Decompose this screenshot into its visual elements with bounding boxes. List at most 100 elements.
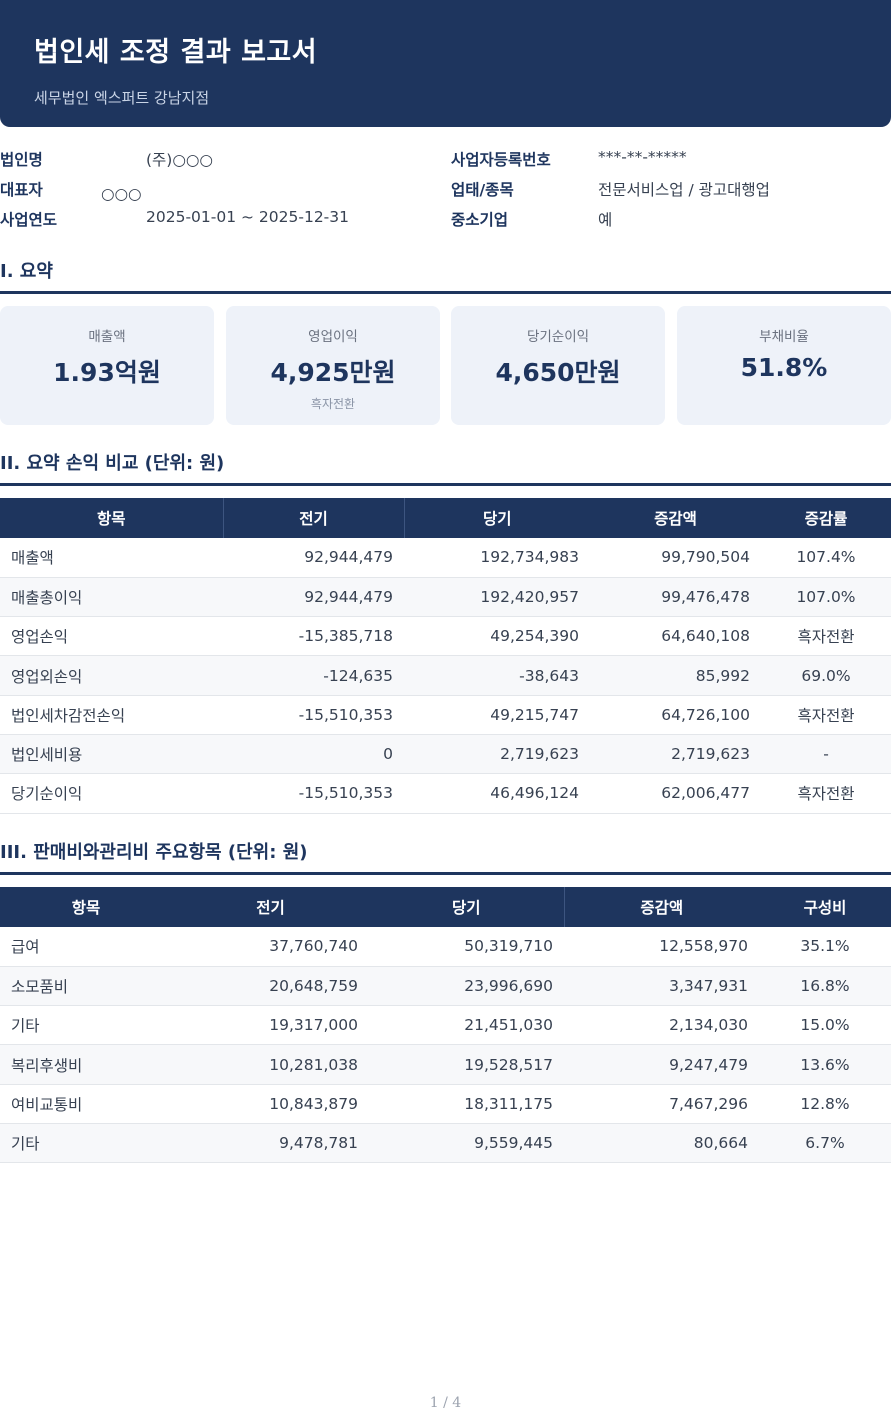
summary-card-net-income: 당기순이익 4,650만원 (451, 306, 665, 425)
table-row: 소모품비 20,648,759 23,996,690 3,347,931 16.… (0, 966, 891, 1007)
curr-value: 49,254,390 (404, 616, 590, 657)
curr-value: 46,496,124 (404, 773, 590, 814)
prev-value: 92,944,479 (223, 538, 404, 578)
report-header: 법인세 조정 결과 보고서 세무법인 엑스퍼트 강남지점 (0, 0, 891, 127)
card-value: 1.93억원 (53, 358, 161, 387)
curr-value: 21,451,030 (369, 1005, 564, 1046)
prev-value: 9,478,781 (172, 1123, 369, 1164)
year-label: 사업연도 (0, 211, 58, 229)
prev-value: 10,843,879 (172, 1084, 369, 1124)
card-label: 영업이익 (308, 329, 358, 345)
card-label: 당기순이익 (526, 329, 590, 345)
row-item: 영업외손익 (0, 655, 223, 696)
ceo-value: ○○○ (101, 185, 142, 203)
row-item: 기타 (0, 1123, 172, 1164)
sme-label: 중소기업 (451, 211, 509, 229)
curr-value: 2,719,623 (404, 734, 590, 775)
column-header: 전기 (222, 498, 404, 538)
table-row: 영업외손익 -124,635 -38,643 85,992 69.0% (0, 655, 891, 696)
column-header: 구성비 (759, 887, 891, 927)
table-row: 매출총이익 92,944,479 192,420,957 99,476,478 … (0, 577, 891, 618)
company-label: 법인명 (0, 151, 43, 169)
report-subtitle: 세무법인 엑스퍼트 강남지점 (34, 89, 210, 107)
curr-value: 192,734,983 (404, 538, 590, 578)
table-header-row: 항목 전기 당기 증감액 증감률 (0, 498, 891, 538)
change-value: 85,992 (590, 655, 761, 696)
sga-table: 항목 전기 당기 증감액 구성비 급여 37,760,740 50,319,71… (0, 887, 891, 1164)
table-row: 기타 19,317,000 21,451,030 2,134,030 15.0% (0, 1005, 891, 1046)
table-row: 매출액 92,944,479 192,734,983 99,790,504 10… (0, 538, 891, 578)
row-item: 기타 (0, 1005, 172, 1046)
change-value: 3,347,931 (564, 966, 759, 1007)
change-value: 2,134,030 (564, 1005, 759, 1046)
composition-ratio: 15.0% (759, 1005, 891, 1046)
change-rate: 흑자전환 (761, 773, 891, 814)
sga-section-title: III. 판매비와관리비 주요항목 (단위: 원) (0, 838, 891, 875)
prev-value: 92,944,479 (223, 577, 404, 618)
composition-ratio: 35.1% (759, 927, 891, 967)
curr-value: 192,420,957 (404, 577, 590, 618)
prev-value: -15,510,353 (223, 695, 404, 735)
column-header: 증감액 (563, 887, 759, 927)
table-row: 영업손익 -15,385,718 49,254,390 64,640,108 흑… (0, 616, 891, 657)
row-item: 매출액 (0, 538, 223, 578)
card-label: 부채비율 (759, 329, 809, 345)
curr-value: 49,215,747 (404, 695, 590, 735)
composition-ratio: 6.7% (759, 1123, 891, 1164)
card-value: 4,925만원 (270, 358, 396, 387)
column-header: 항목 (0, 887, 172, 927)
change-value: 64,640,108 (590, 616, 761, 657)
card-value: 4,650만원 (495, 358, 621, 387)
bizno-value: ***-**-***** (598, 148, 687, 166)
summary-card-revenue: 매출액 1.93억원 (0, 306, 214, 425)
column-header: 당기 (369, 887, 564, 927)
row-item: 영업손익 (0, 616, 223, 657)
row-item: 급여 (0, 927, 172, 967)
prev-value: 0 (223, 734, 404, 775)
industry-label: 업태/종목 (451, 181, 514, 199)
pl-table: 항목 전기 당기 증감액 증감률 매출액 92,944,479 192,734,… (0, 498, 891, 814)
curr-value: 50,319,710 (369, 927, 564, 967)
column-header: 증감액 (590, 498, 761, 538)
change-value: 99,476,478 (590, 577, 761, 618)
curr-value: 18,311,175 (369, 1084, 564, 1124)
sme-value: 예 (598, 211, 613, 229)
column-header: 당기 (403, 498, 590, 538)
row-item: 복리후생비 (0, 1044, 172, 1085)
curr-value: 23,996,690 (369, 966, 564, 1007)
summary-card-debt-ratio: 부채비율 51.8% (677, 306, 891, 425)
change-value: 62,006,477 (590, 773, 761, 814)
composition-ratio: 13.6% (759, 1044, 891, 1085)
row-item: 당기순이익 (0, 773, 223, 814)
pl-section-title: II. 요약 손익 비교 (단위: 원) (0, 449, 891, 486)
card-value: 51.8% (740, 353, 828, 382)
change-value: 9,247,479 (564, 1044, 759, 1085)
column-header: 항목 (0, 498, 223, 538)
table-row: 급여 37,760,740 50,319,710 12,558,970 35.1… (0, 927, 891, 967)
change-value: 80,664 (564, 1123, 759, 1164)
prev-value: 37,760,740 (172, 927, 369, 967)
curr-value: 19,528,517 (369, 1044, 564, 1085)
industry-value: 전문서비스업 / 광고대행업 (598, 181, 770, 199)
prev-value: -15,385,718 (223, 616, 404, 657)
composition-ratio: 16.8% (759, 966, 891, 1007)
table-row: 기타 9,478,781 9,559,445 80,664 6.7% (0, 1123, 891, 1164)
company-value: (주)○○○ (146, 151, 213, 169)
change-value: 12,558,970 (564, 927, 759, 967)
row-item: 법인세차감전손익 (0, 695, 223, 735)
report-title: 법인세 조정 결과 보고서 (34, 37, 318, 68)
prev-value: 10,281,038 (172, 1044, 369, 1085)
ceo-label: 대표자 (0, 181, 43, 199)
card-note: 흑자전환 (310, 397, 356, 411)
prev-value: 19,317,000 (172, 1005, 369, 1046)
table-header-row: 항목 전기 당기 증감액 구성비 (0, 887, 891, 927)
change-rate: 69.0% (761, 655, 891, 696)
row-item: 법인세비용 (0, 734, 223, 775)
change-rate: - (761, 734, 891, 775)
table-row: 당기순이익 -15,510,353 46,496,124 62,006,477 … (0, 773, 891, 814)
prev-value: 20,648,759 (172, 966, 369, 1007)
row-item: 소모품비 (0, 966, 172, 1007)
change-rate: 흑자전환 (761, 616, 891, 657)
year-value: 2025-01-01 ~ 2025-12-31 (146, 208, 349, 226)
summary-card-operating-income: 영업이익 4,925만원 흑자전환 (226, 306, 440, 425)
